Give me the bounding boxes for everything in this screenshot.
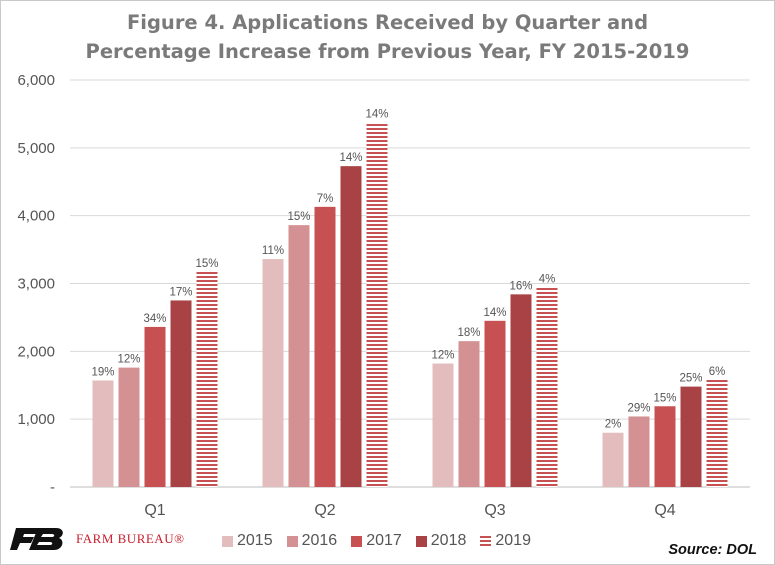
y-tick-label: 4,000	[17, 208, 55, 225]
legend-swatch	[480, 535, 492, 547]
legend-label: 2015	[237, 532, 273, 549]
y-axis: - 1,000 2,000 3,000 4,000 5,000 6,000	[17, 72, 55, 496]
data-label: 19%	[91, 367, 114, 379]
y-tick-label: -	[50, 479, 55, 496]
data-label: 15%	[653, 392, 676, 404]
y-tick-label: 1,000	[17, 411, 55, 428]
bar-2018-Q1	[170, 300, 192, 487]
bars: 19%12%34%17%15%11%15%7%14%14%12%18%14%16…	[91, 109, 728, 488]
bar-2019-Q1	[196, 271, 218, 487]
data-label: 15%	[287, 211, 310, 223]
farm-bureau-logo: FARM BUREAU®	[10, 526, 184, 552]
farm-bureau-monogram-icon	[10, 528, 63, 550]
data-label: 15%	[195, 258, 218, 270]
legend-item-2015: 2015	[222, 532, 273, 550]
legend-swatch	[222, 535, 233, 547]
y-tick-label: 5,000	[17, 140, 55, 157]
data-label: 12%	[431, 350, 454, 362]
bar-2018-Q3	[510, 294, 532, 487]
bar-2017-Q2	[314, 206, 336, 487]
x-category-label: Q2	[314, 502, 335, 519]
bar-2019-Q3	[536, 287, 558, 487]
data-label: 4%	[539, 274, 556, 286]
legend-item-2016: 2016	[286, 532, 338, 550]
legend-swatch	[351, 535, 363, 547]
bar-2015-Q3	[432, 363, 454, 487]
legend-swatch	[286, 535, 298, 547]
y-tick-label: 3,000	[17, 276, 55, 293]
legend: 2015 2016 2017 2018 2019	[222, 531, 531, 551]
source-note: Source: DOL	[668, 542, 757, 558]
bar-2018-Q4	[680, 386, 702, 487]
data-label: 18%	[457, 327, 480, 339]
data-label: 11%	[262, 245, 284, 257]
legend-label: 2019	[495, 532, 531, 549]
x-axis: Q1 Q2 Q3 Q4	[144, 502, 675, 519]
bar-2017-Q1	[144, 326, 166, 487]
legend-item-2019: 2019	[480, 532, 531, 550]
data-label: 14%	[339, 152, 362, 164]
y-tick-label: 6,000	[17, 72, 55, 89]
bar-2016-Q1	[118, 367, 140, 487]
farm-bureau-wordmark: FARM BUREAU®	[76, 531, 185, 546]
data-label: 25%	[679, 373, 702, 385]
x-category-label: Q4	[654, 502, 675, 519]
legend-label: 2018	[430, 532, 467, 549]
bar-2016-Q3	[458, 341, 480, 487]
data-label: 29%	[627, 402, 650, 414]
legend-label: 2017	[366, 532, 402, 549]
bar-2019-Q4	[706, 379, 728, 487]
data-label: 6%	[709, 366, 726, 378]
data-label: 14%	[365, 109, 388, 121]
bar-2016-Q2	[288, 225, 310, 487]
x-category-label: Q3	[484, 502, 505, 519]
bar-2019-Q2	[366, 122, 388, 488]
legend-label: 2016	[301, 532, 338, 549]
legend-item-2017: 2017	[351, 532, 402, 550]
bar-2015-Q2	[262, 259, 284, 487]
bar-2017-Q4	[654, 406, 676, 487]
chart-title-line-2: Percentage Increase from Previous Year, …	[85, 40, 690, 63]
data-label: 34%	[143, 313, 166, 325]
data-label: 14%	[483, 307, 506, 319]
data-label: 2%	[605, 419, 622, 431]
data-label: 17%	[169, 286, 192, 298]
bar-2015-Q4	[602, 432, 624, 487]
legend-swatch	[415, 535, 427, 547]
bar-2016-Q4	[628, 416, 650, 487]
y-tick-label: 2,000	[17, 343, 55, 360]
data-label: 16%	[509, 280, 532, 292]
data-label: 7%	[317, 193, 334, 205]
bar-2017-Q3	[484, 320, 506, 487]
bar-2018-Q2	[340, 166, 362, 488]
data-label: 12%	[117, 354, 140, 366]
x-category-label: Q1	[144, 502, 165, 519]
legend-item-2018: 2018	[415, 532, 467, 550]
chart-title: Figure 4. Applications Received by Quart…	[0, 8, 775, 66]
chart-title-line-1: Figure 4. Applications Received by Quart…	[126, 11, 649, 34]
bar-2015-Q1	[92, 380, 114, 487]
